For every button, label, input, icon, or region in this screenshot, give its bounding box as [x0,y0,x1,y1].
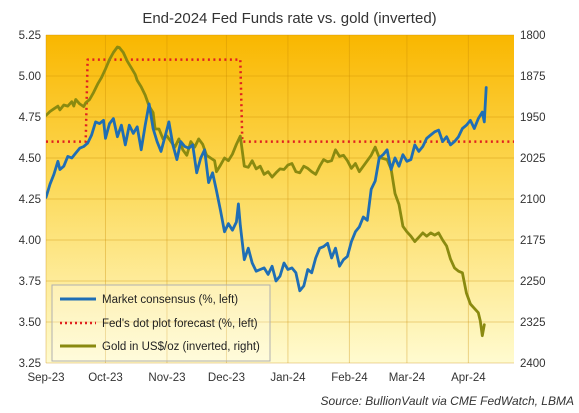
left-axis: 5.25 5.00 4.75 4.50 4.25 4.00 3.75 3.50 3.25 [19,30,41,370]
left-tick-label: 4.75 [19,112,41,124]
right-tick-label: 1800 [520,30,546,42]
legend-label-gold: Gold in US$/oz (inverted, right) [102,341,260,353]
right-tick-label: 1875 [520,71,546,83]
series-dot-plot-forecast [46,58,514,143]
right-tick-label: 2250 [520,276,546,288]
legend-label-market-consensus: Market consensus (%, left) [102,294,238,306]
left-tick-label: 4.50 [19,153,41,165]
right-tick-label: 2400 [520,358,546,370]
right-tick-label: 1950 [520,112,546,124]
x-tick-label: Jan-24 [270,372,306,384]
series-gold-inverted [46,45,486,338]
right-axis: 1800 1875 1950 2025 2100 2175 2250 2325 2400 [520,30,546,370]
left-tick-label: 3.25 [19,358,41,370]
legend: Market consensus (%, left) Fed's dot plo… [51,284,271,362]
left-tick-label: 5.25 [19,30,41,42]
left-tick-label: 4.25 [19,194,41,206]
source-note: Source: BullionVault via CME FedWatch, L… [321,394,574,408]
right-tick-label: 2175 [520,235,546,247]
x-tick-label: Dec-23 [208,372,245,384]
left-tick-label: 3.50 [19,317,41,329]
legend-label-dot-plot: Fed's dot plot forecast (%, left) [102,318,258,330]
x-tick-label: Oct-23 [88,372,123,384]
x-tick-label: Mar-24 [389,372,426,384]
left-tick-label: 4.00 [19,235,41,247]
x-tick-label: Feb-24 [331,372,368,384]
x-tick-label: Sep-23 [27,372,64,384]
gridlines [45,34,514,364]
x-tick-label: Nov-23 [148,372,185,384]
series-group [46,45,514,338]
left-tick-label: 5.00 [19,71,41,83]
x-axis: Sep-23 Oct-23 Nov-23 Dec-23 Jan-24 Feb-24 Mar-… [27,372,486,384]
x-tick-label: Apr-24 [451,372,486,384]
left-tick-label: 3.75 [19,276,41,288]
series-market-consensus [46,86,488,293]
right-tick-label: 2100 [520,194,546,206]
plot-area [46,35,514,363]
right-tick-label: 2325 [520,317,546,329]
right-tick-label: 2025 [520,153,546,165]
chart-title: End-2024 Fed Funds rate vs. gold (invert… [142,10,436,27]
